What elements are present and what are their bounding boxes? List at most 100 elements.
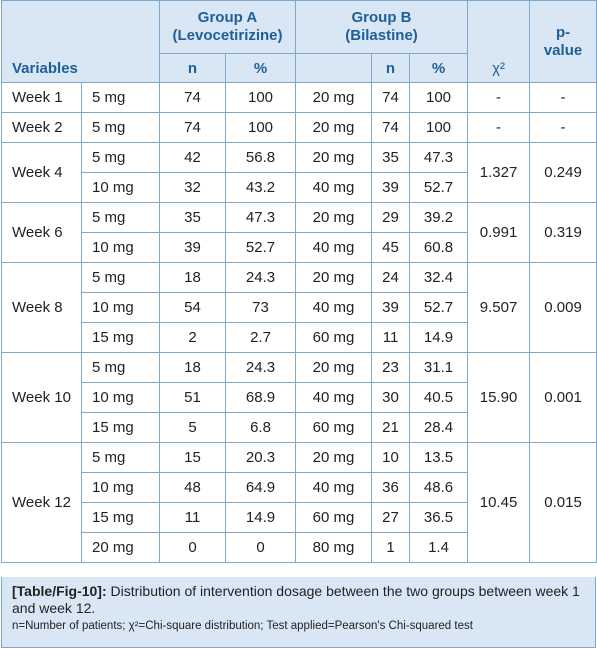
variables-header: Variables [0, 0, 161, 83]
group-a-drug: (Levocetirizine) [172, 27, 283, 44]
group-a-title: Group A [197, 9, 258, 26]
cell-b-n: 36 [371, 472, 411, 503]
cell-a-dose: 10 mg [80, 382, 161, 413]
cell-a-n: 11 [159, 502, 227, 533]
cell-chi: 10.45 [467, 442, 531, 563]
table-row: Week 10 5 mg 18 24.3 20 mg 23 31.1 15.90 0.001 [1, 352, 597, 443]
cell-a-pct: 2.7 [225, 322, 297, 353]
cell-week: Week 2 [1, 112, 82, 143]
cell-a-pct: 52.7 [225, 232, 297, 263]
cell-a-pct: 100 [225, 82, 297, 113]
cell-p: 0.001 [529, 352, 597, 443]
cell-b-dose: 40 mg [295, 382, 373, 413]
cell-b-dose: 60 mg [295, 322, 373, 353]
cell-b-pct: 100 [409, 112, 469, 143]
cell-b-n: 74 [371, 82, 411, 113]
cell-a-pct: 14.9 [225, 502, 297, 533]
cell-p: - [529, 112, 597, 143]
cell-b-n: 29 [371, 202, 411, 233]
cell-a-n: 39 [159, 232, 227, 263]
cell-a-dose: 5 mg [80, 352, 161, 383]
cell-a-dose: 15 mg [80, 322, 161, 353]
cell-a-dose: 10 mg [80, 172, 161, 203]
cell-p: 0.015 [529, 442, 597, 563]
cell-a-n: 32 [159, 172, 227, 203]
cell-week: Week 6 [1, 202, 82, 263]
cell-a-dose: 10 mg [80, 292, 161, 323]
cell-b-pct: 28.4 [409, 412, 469, 443]
caption-label: [Table/Fig-10]: [12, 583, 107, 599]
cell-p: 0.249 [529, 142, 597, 203]
table-row: 10 mg 32 43.2 40 mg 39 52.7 [2, 172, 597, 203]
group-a-header: Group A (Levocetirizine) [159, 0, 297, 54]
cell-a-n: 15 [159, 442, 227, 473]
cell-b-pct: 31.1 [409, 352, 469, 383]
cell-b-dose: 20 mg [295, 262, 373, 293]
p-value-line1: p- [555, 23, 571, 41]
cell-b-n: 24 [371, 262, 411, 293]
group-b-header: Group B (Bilastine) [295, 0, 469, 54]
cell-b-pct: 100 [409, 82, 469, 113]
cell-a-dose: 5 mg [80, 442, 161, 473]
cell-b-dose: 20 mg [295, 442, 373, 473]
cell-a-dose: 5 mg [80, 112, 161, 143]
table-row: 10 mg 54 73 40 mg 39 52.7 [2, 292, 597, 323]
dosage-table: Variables Group A (Levocetirizine) Group… [0, 0, 597, 563]
cell-b-pct: 13.5 [409, 442, 469, 473]
group-b-pct-header: % [409, 53, 469, 83]
cell-a-n: 18 [159, 262, 227, 293]
group-b-dose-header [295, 53, 373, 83]
table-row: Week 12 5 mg 15 20.3 20 mg 10 13.5 10.45 0.015 [1, 442, 597, 563]
cell-a-pct: 0 [225, 532, 297, 563]
cell-a-dose: 5 mg [80, 202, 161, 233]
cell-b-n: 45 [371, 232, 411, 263]
cell-chi: 15.90 [467, 352, 531, 443]
table-row: 15 mg 11 14.9 60 mg 27 36.5 [2, 502, 597, 533]
group-a-pct-header: % [225, 53, 297, 83]
cell-b-n: 1 [371, 532, 411, 563]
cell-b-dose: 20 mg [295, 142, 373, 173]
cell-b-n: 35 [371, 142, 411, 173]
cell-b-n: 11 [371, 322, 411, 353]
cell-b-n: 39 [371, 172, 411, 203]
cell-chi: - [467, 112, 531, 143]
cell-a-n: 0 [159, 532, 227, 563]
cell-week: Week 4 [1, 142, 82, 203]
cell-a-n: 54 [159, 292, 227, 323]
cell-a-dose: 15 mg [80, 412, 161, 443]
cell-b-dose: 20 mg [295, 352, 373, 383]
caption-note: n=Number of patients; χ²=Chi-square dist… [12, 620, 473, 632]
cell-a-dose: 20 mg [80, 532, 161, 563]
cell-a-n: 48 [159, 472, 227, 503]
cell-a-pct: 43.2 [225, 172, 297, 203]
group-b-title: Group B [351, 9, 412, 26]
cell-b-dose: 60 mg [295, 412, 373, 443]
cell-chi: 1.327 [467, 142, 531, 203]
cell-b-n: 30 [371, 382, 411, 413]
cell-b-dose: 20 mg [295, 202, 373, 233]
cell-b-dose: 80 mg [295, 532, 373, 563]
chi-square-header: χ² [467, 0, 531, 83]
cell-b-n: 23 [371, 352, 411, 383]
group-b-drug: (Bilastine) [345, 27, 418, 44]
cell-a-pct: 6.8 [225, 412, 297, 443]
cell-b-pct: 36.5 [409, 502, 469, 533]
cell-week: Week 10 [1, 352, 82, 443]
cell-a-n: 74 [159, 112, 227, 143]
cell-chi: 9.507 [467, 262, 531, 353]
cell-p: 0.009 [529, 262, 597, 353]
cell-b-n: 39 [371, 292, 411, 323]
cell-b-n: 10 [371, 442, 411, 473]
cell-b-pct: 14.9 [409, 322, 469, 353]
cell-b-pct: 52.7 [409, 292, 469, 323]
table-caption: [Table/Fig-10]: Distribution of interven… [1, 577, 596, 648]
cell-week: Week 8 [1, 262, 82, 353]
cell-a-pct: 20.3 [225, 442, 297, 473]
cell-a-dose: 10 mg [80, 232, 161, 263]
cell-b-pct: 47.3 [409, 142, 469, 173]
